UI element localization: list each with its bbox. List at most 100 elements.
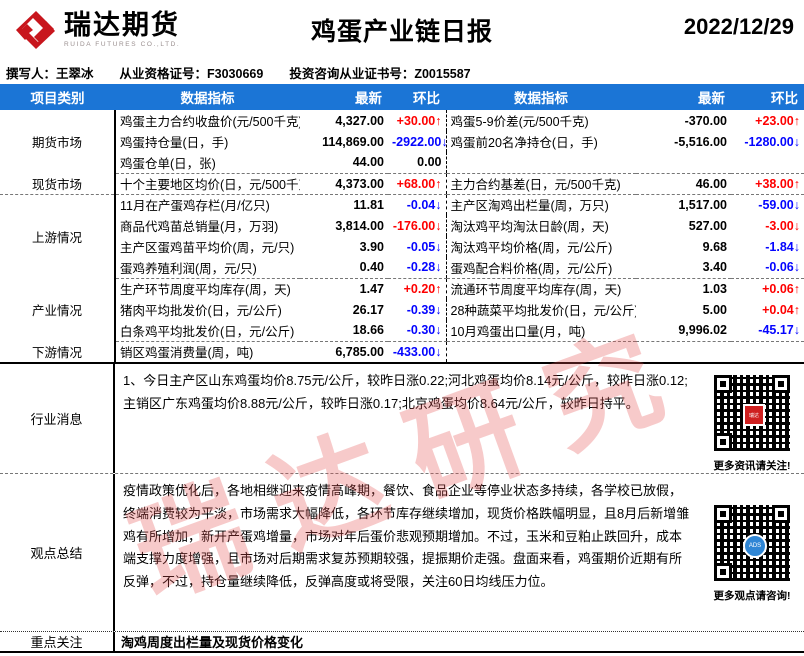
change-value: -0.05↓	[406, 239, 442, 254]
indicator-name: 商品代鸡苗总销量(月，万羽)	[120, 220, 279, 234]
news-qr-block: 瑞达 更多资讯请关注!	[700, 364, 804, 473]
table-row: 猪肉平均批发价(日，元/公斤) 26.17 -0.39↓ 28种蔬菜平均批发价(…	[0, 299, 804, 320]
change-value: +30.00↑	[396, 113, 442, 128]
indicator-name	[445, 341, 636, 362]
latest-value: 11.81	[353, 197, 384, 212]
change-value: +23.00↑	[755, 113, 800, 128]
indicator-name: 流通环节周度平均库存(周，天)	[445, 278, 636, 299]
table-row: 上游情况 11月在产蛋鸡存栏(月/亿只) 11.81 -0.04↓ 主产区淘鸡出…	[0, 194, 804, 278]
change-value: -1280.00↓	[744, 134, 800, 149]
change-value: +38.00↑	[731, 173, 804, 195]
change-value: -0.28↓	[388, 257, 446, 279]
col-header-indicator-left: 数据指标	[115, 84, 300, 110]
latest-value: 114,869.00	[322, 134, 384, 149]
latest-value	[636, 341, 731, 362]
latest-value: 1.47	[359, 281, 384, 296]
indicator-name	[445, 152, 636, 174]
indicator-name: 十个主要地区均价(日，元/500千克)	[115, 173, 300, 195]
change-value	[731, 341, 804, 362]
change-value: -176.00↓	[392, 218, 442, 233]
indicator-name: 白条鸡平均批发价(日，元/公斤)	[115, 320, 300, 342]
author: 撰写人：王翠冰	[6, 66, 94, 81]
latest-value: 44.00	[300, 152, 388, 174]
change-value: -1.84↓	[765, 239, 800, 254]
latest-value: 9.68	[702, 239, 727, 254]
change-value: -59.00↓	[758, 197, 800, 212]
category-cell: 上游情况	[0, 194, 116, 278]
indicator-name: 销区鸡蛋消费量(周，吨)	[120, 346, 254, 361]
indicator-name: 主力合约基差(日，元/500千克)	[445, 173, 636, 195]
table-row: 产业情况 生产环节周度平均库存(周，天) 1.47 +0.20↑ 流通环节周度平…	[0, 278, 804, 341]
indicator-name: 主产区蛋鸡苗平均价(周，元/只)	[120, 241, 295, 255]
col-header-category: 项目类别	[0, 84, 115, 110]
table-header-row: 项目类别 数据指标 最新 环比 数据指标 最新 环比	[0, 84, 804, 110]
change-value: +0.04↑	[762, 302, 800, 317]
section-label: 行业消息	[0, 364, 115, 473]
ads-qr-logo-icon: ADS	[743, 534, 767, 558]
report-header: 瑞达期货 RUIDA FUTURES CO.,LTD. 鸡蛋产业链日报 2022…	[0, 0, 804, 60]
company-logo: 瑞达期货 RUIDA FUTURES CO.,LTD.	[0, 8, 180, 52]
logo-text: 瑞达期货 RUIDA FUTURES CO.,LTD.	[64, 9, 181, 49]
latest-value: 6,785.00	[335, 344, 384, 359]
change-value: -0.06↓	[731, 257, 804, 279]
section-label: 观点总结	[0, 474, 115, 631]
table-row: 现货市场 十个主要地区均价(日，元/500千克) 4,373.00 +68.00…	[0, 173, 804, 195]
indicator-name: 蛋鸡养殖利润(周，元/只)	[115, 257, 300, 279]
change-value: -0.39↓	[406, 302, 442, 317]
qr-finder-icon	[714, 563, 732, 581]
logo-name-en: RUIDA FUTURES CO.,LTD.	[64, 40, 181, 48]
latest-value: 527.00	[688, 218, 727, 233]
page-title: 鸡蛋产业链日报	[310, 18, 493, 46]
qr-finder-icon	[714, 433, 732, 451]
byline: 撰写人：王翠冰 从业资格证号：F3030669 投资咨询从业证书号：Z00155…	[0, 60, 804, 84]
latest-value: 1,517.00	[678, 197, 727, 212]
latest-value: 0.40	[300, 257, 388, 279]
latest-value: 4,373.00	[300, 173, 388, 195]
latest-value: 4,327.00	[335, 113, 384, 128]
summary-qr-block: ADS 更多观点请咨询!	[700, 474, 804, 631]
indicator-name: 28种蔬菜平均批发价(日，元/公斤)	[445, 299, 636, 320]
latest-value: 46.00	[636, 173, 731, 195]
indicator-name: 猪肉平均批发价(日，元/公斤)	[120, 304, 282, 318]
latest-value: -5,516.00	[674, 134, 727, 149]
summary-qr-code: ADS	[711, 502, 793, 584]
qr-finder-icon	[714, 375, 732, 393]
col-header-latest-left: 最新	[300, 84, 388, 110]
indicator-name: 鸡蛋主力合约收盘价(元/500千克)	[120, 115, 300, 129]
category-cell: 产业情况	[0, 278, 116, 341]
report-date: 2022/12/29	[683, 14, 794, 39]
col-header-change-right: 环比	[731, 84, 804, 110]
category-cell: 现货市场	[0, 173, 116, 195]
indicator-name: 鸡蛋前20名净持仓(日，手)	[445, 131, 636, 152]
change-value: -45.17↓	[731, 320, 804, 342]
change-value	[731, 152, 804, 174]
qr-finder-icon	[772, 375, 790, 393]
indicator-name: 生产环节周度平均库存(周，天)	[120, 283, 291, 298]
table-row: 鸡蛋仓单(日，张) 44.00 0.00	[0, 152, 804, 174]
ruida-qr-logo-icon: 瑞达	[743, 404, 765, 426]
table-row: 商品代鸡苗总销量(月，万羽) 3,814.00 -176.00↓ 淘汰鸡平均淘汰…	[0, 215, 804, 236]
col-header-indicator-right: 数据指标	[446, 84, 636, 110]
table-row: 下游情况 销区鸡蛋消费量(周，吨) 6,785.00 -433.00↓	[0, 341, 804, 362]
indicator-name: 淘汰鸡平均淘汰日龄(周，天)	[445, 215, 636, 236]
key-focus-row: 重点关注 淘鸡周度出栏量及现货价格变化	[0, 631, 804, 653]
table-row: 白条鸡平均批发价(日，元/公斤) 18.66 -0.30↓ 10月鸡蛋出口量(月…	[0, 320, 804, 342]
col-header-change-left: 环比	[388, 84, 446, 110]
table-row: 鸡蛋持仓量(日，手) 114,869.00 -2922.00↓ 鸡蛋前20名净持…	[0, 131, 804, 152]
qualification-number: 从业资格证号：F3030669	[119, 66, 264, 81]
col-header-latest-right: 最新	[636, 84, 731, 110]
news-qr-code: 瑞达	[711, 372, 793, 454]
viewpoint-summary-text: 疫情政策优化后，各地相继迎来疫情高峰期，餐饮、食品企业等停业状态多持续，各学校已…	[123, 483, 690, 589]
indicator-name: 鸡蛋持仓量(日，手)	[120, 136, 229, 150]
category-cell: 下游情况	[0, 341, 116, 362]
qr-finder-icon	[772, 505, 790, 523]
key-focus-text: 淘鸡周度出栏量及现货价格变化	[121, 635, 304, 650]
summary-qr-caption: 更多观点请咨询!	[713, 590, 791, 602]
latest-value: 18.66	[300, 320, 388, 342]
indicator-name: 11月在产蛋鸡存栏(月/亿只)	[120, 199, 270, 214]
latest-value: 3.90	[359, 239, 384, 254]
table-row: 期货市场 鸡蛋主力合约收盘价(元/500千克) 4,327.00 +30.00↑…	[0, 110, 804, 173]
logo-name-cn: 瑞达期货	[64, 9, 180, 40]
latest-value: 1.03	[702, 281, 727, 296]
change-value: +68.00↑	[388, 173, 446, 195]
